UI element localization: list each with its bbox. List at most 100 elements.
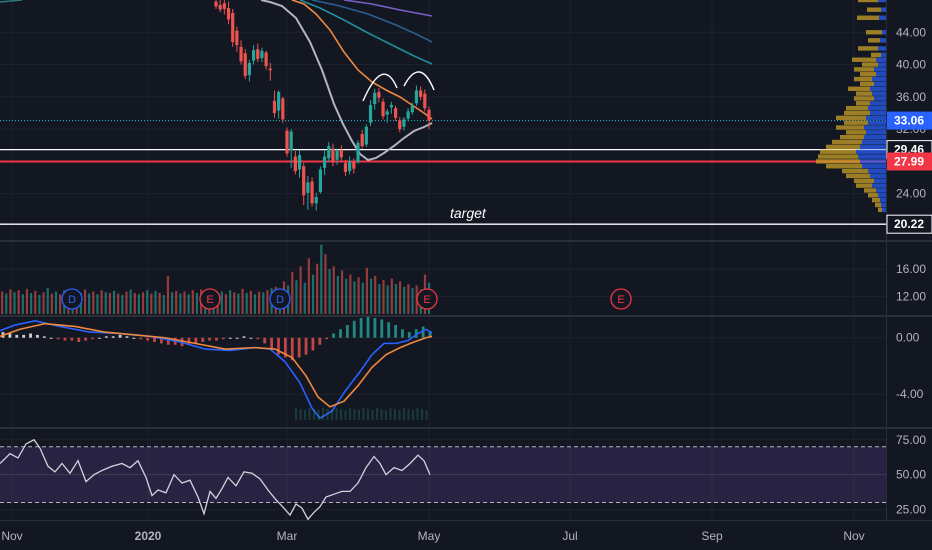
- profile-blue-37: [881, 202, 886, 208]
- profile-gold-25: [826, 144, 860, 150]
- profile-gold-8: [862, 62, 878, 67]
- profile-blue-7: [876, 57, 886, 62]
- profile-gold-24: [832, 139, 862, 145]
- candle-body-50: [423, 93, 427, 109]
- macd-hist-2: [15, 334, 19, 338]
- price-tick-5: 24.00: [896, 187, 926, 201]
- macd-bg-bar-3: [308, 408, 311, 420]
- event-label-4: E: [617, 294, 624, 306]
- macd-hist-11: [77, 337, 81, 342]
- macd-bg-bar-17: [371, 410, 374, 420]
- macd-hist-19: [132, 337, 136, 339]
- profile-gold-35: [868, 193, 878, 198]
- profile-gold-21: [836, 125, 864, 130]
- macd-hist-58: [401, 329, 404, 338]
- volume-bar-90: [374, 275, 377, 314]
- macd-bg-bar-13: [353, 409, 356, 420]
- volume-bar-91: [378, 284, 381, 314]
- macd-hist-59: [407, 332, 411, 338]
- macd-hist-36: [249, 337, 253, 339]
- macd-bg-bar-19: [380, 409, 383, 420]
- x-axis[interactable]: Nov 2020 Mar May Jul Sep Nov: [1, 529, 864, 543]
- profile-blue-12: [874, 81, 886, 87]
- profile-blue-18: [870, 110, 886, 116]
- profile-blue-21: [864, 125, 886, 130]
- candle-body-19: [293, 156, 297, 172]
- macd-hist-8: [56, 337, 60, 340]
- volume-bar-25: [104, 292, 107, 314]
- macd-bg-bar-28: [421, 409, 423, 420]
- macd-hist-5: [36, 334, 39, 338]
- volume-bar-14: [59, 294, 62, 314]
- event-marker-e-3[interactable]: E: [416, 288, 438, 310]
- profile-blue-22: [866, 130, 886, 135]
- volume-bar-35: [146, 290, 149, 314]
- event-marker-d-2[interactable]: D: [269, 288, 291, 310]
- profile-gold-23: [840, 134, 864, 140]
- event-circle-3: [416, 288, 438, 310]
- macd-hist-1: [8, 333, 12, 338]
- macd-hist-51: [352, 320, 356, 338]
- volume-bar-46: [191, 290, 194, 314]
- candle-body-39: [377, 92, 381, 98]
- rsi-line: [0, 438, 431, 521]
- price-tag-0: 33.06: [887, 111, 932, 130]
- candle-body-2: [222, 3, 226, 9]
- volume-bar-33: [137, 294, 141, 314]
- macd-bg-bar-26: [412, 410, 414, 420]
- panel-separators: [0, 0, 932, 521]
- macd-hist-43: [297, 337, 301, 358]
- volume-bar-40: [166, 275, 170, 314]
- y-axis[interactable]: 44.0040.0036.0032.0028.0024.0016.0012.00…: [886, 25, 932, 517]
- volume-bar-36: [150, 293, 153, 314]
- macd-hist-22: [153, 337, 156, 342]
- macd-hist-56: [387, 322, 391, 338]
- macd-hist-28: [194, 337, 198, 344]
- macd-hist-20: [139, 337, 143, 340]
- volume-bar-74: [307, 258, 310, 314]
- volume-bar-45: [187, 294, 190, 314]
- price-tag-bg-2: [887, 152, 932, 171]
- volume-bar-47: [195, 292, 199, 314]
- event-marker-e-1[interactable]: E: [199, 288, 221, 310]
- macd-tick-1: -4.00: [896, 387, 924, 401]
- macd-hist-47: [325, 337, 329, 340]
- rsi-band: [0, 446, 886, 504]
- volume-bar-54: [224, 294, 228, 314]
- profile-blue-29: [862, 164, 886, 169]
- profile-gold-7: [852, 57, 876, 62]
- x-tick-3: May: [418, 529, 441, 543]
- candle-body-49: [419, 90, 423, 97]
- event-marker-e-4[interactable]: E: [610, 288, 632, 310]
- event-circle-2: [269, 288, 291, 310]
- profile-blue-38: [882, 207, 886, 213]
- volume-bar-1: [5, 293, 8, 314]
- event-label-1: E: [206, 294, 213, 306]
- volume-bar-20: [83, 289, 87, 314]
- volume-bar-64: [266, 290, 269, 314]
- volume-bar-94: [390, 278, 393, 314]
- volume-bar-24: [100, 290, 103, 314]
- candle-body-18: [289, 131, 293, 151]
- macd-hist-57: [394, 325, 397, 338]
- macd-bg-bar-12: [349, 408, 351, 420]
- event-marker-d-0[interactable]: D: [61, 288, 83, 310]
- macd-hist-12: [84, 337, 88, 341]
- volume-bar-85: [353, 281, 356, 314]
- pattern-arcs: [362, 71, 435, 102]
- macd-bg-bar-25: [407, 409, 410, 420]
- macd-hist-29: [201, 337, 205, 342]
- x-tick-0: Nov: [1, 529, 22, 543]
- x-tick-5: Sep: [701, 529, 723, 543]
- volume-bar-82: [340, 270, 344, 314]
- volume-bar-10: [42, 292, 45, 314]
- candle-body-41: [385, 111, 389, 115]
- profile-gold-33: [856, 183, 872, 188]
- volume-bar-80: [332, 266, 335, 314]
- candle-body-29: [335, 150, 339, 160]
- profile-gold-16: [856, 101, 870, 106]
- macd-hist-39: [270, 337, 273, 350]
